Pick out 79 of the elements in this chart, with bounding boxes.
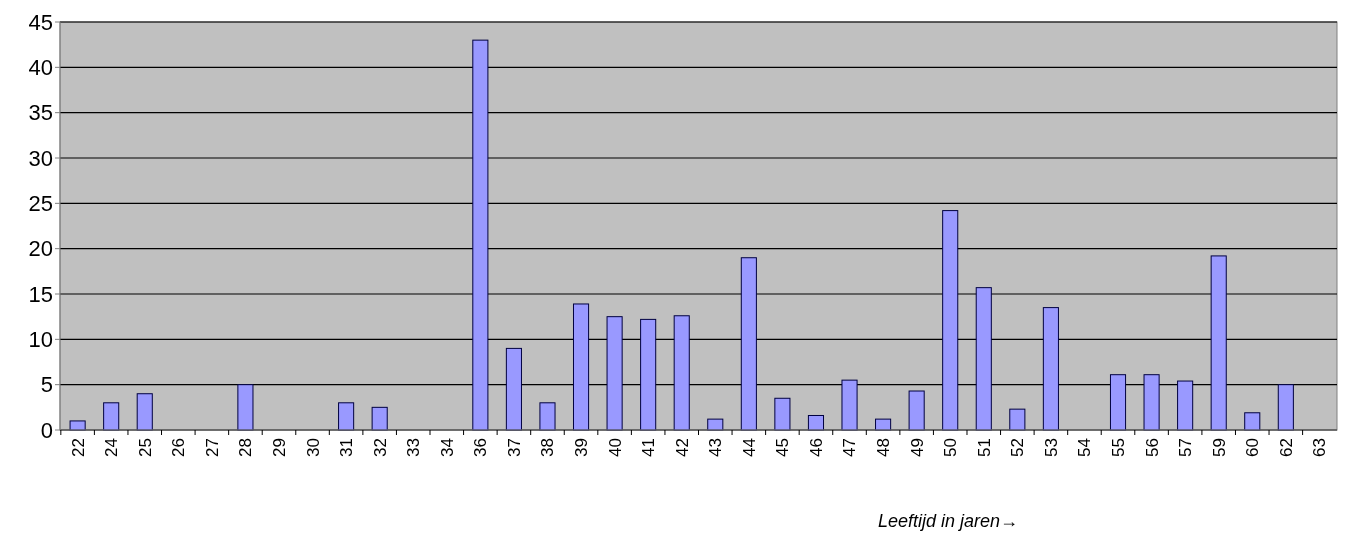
x-tick-label: 32 bbox=[370, 438, 390, 457]
bar bbox=[975, 287, 992, 431]
bar bbox=[338, 402, 355, 431]
x-tick-label: 31 bbox=[337, 438, 357, 457]
bar bbox=[1009, 408, 1026, 431]
x-tick-label: 51 bbox=[974, 438, 994, 457]
x-tick-label: 59 bbox=[1209, 438, 1229, 457]
bar bbox=[774, 397, 791, 431]
x-tick-label: 42 bbox=[672, 438, 692, 457]
x-tick-label: 57 bbox=[1176, 438, 1196, 457]
bar bbox=[237, 384, 254, 431]
x-tick-label: 60 bbox=[1243, 438, 1263, 457]
x-tick-label: 27 bbox=[202, 438, 222, 457]
bar bbox=[1244, 412, 1261, 431]
y-tick-label: 20 bbox=[28, 236, 53, 262]
x-tick-label: 37 bbox=[504, 438, 524, 457]
bar bbox=[1143, 374, 1160, 431]
x-tick-label: 33 bbox=[404, 438, 424, 457]
x-tick-label: 47 bbox=[840, 438, 860, 457]
bar bbox=[740, 257, 757, 431]
y-tick-label: 45 bbox=[28, 9, 53, 35]
y-tick-label: 40 bbox=[28, 55, 53, 81]
x-tick-label: 45 bbox=[773, 438, 793, 457]
bar bbox=[640, 318, 657, 431]
bar bbox=[606, 316, 623, 431]
x-tick-label: 43 bbox=[706, 438, 726, 457]
x-tick-label: 26 bbox=[169, 438, 189, 457]
x-tick-label: 24 bbox=[102, 438, 122, 457]
bar bbox=[371, 406, 388, 431]
y-tick-label: 35 bbox=[28, 100, 53, 126]
x-tick-label: 39 bbox=[571, 438, 591, 457]
y-tick-label: 30 bbox=[28, 145, 53, 171]
bar bbox=[69, 420, 86, 431]
bar bbox=[1042, 307, 1059, 431]
x-tick-label: 34 bbox=[437, 438, 457, 457]
y-tick-label: 10 bbox=[28, 327, 53, 353]
bar bbox=[673, 315, 690, 431]
x-tick-label: 46 bbox=[806, 438, 826, 457]
x-tick-label: 63 bbox=[1310, 438, 1330, 457]
bar bbox=[841, 379, 858, 431]
bar bbox=[1109, 374, 1127, 431]
x-tick-label: 38 bbox=[538, 438, 558, 457]
x-tick-label: 49 bbox=[907, 438, 927, 457]
bar bbox=[807, 414, 825, 431]
bar bbox=[1210, 255, 1227, 431]
bar bbox=[539, 402, 556, 431]
x-tick-label: 55 bbox=[1108, 438, 1128, 457]
bar bbox=[572, 303, 590, 431]
x-tick-label: 56 bbox=[1142, 438, 1162, 457]
x-tick-label: 36 bbox=[471, 438, 491, 457]
x-tick-label: 44 bbox=[739, 438, 759, 457]
x-tick-label: 29 bbox=[269, 438, 289, 457]
y-tick-label: 15 bbox=[28, 281, 53, 307]
x-tick-label: 53 bbox=[1041, 438, 1061, 457]
x-tick-label: 25 bbox=[135, 438, 155, 457]
bar bbox=[942, 210, 959, 431]
x-tick-label: 52 bbox=[1008, 438, 1028, 457]
bar bbox=[136, 393, 153, 431]
bar bbox=[908, 390, 925, 431]
x-tick-label: 50 bbox=[941, 438, 961, 457]
x-tick-label: 30 bbox=[303, 438, 323, 457]
bar bbox=[472, 39, 489, 431]
x-tick-label: 62 bbox=[1276, 438, 1296, 457]
x-tick-label: 22 bbox=[68, 438, 88, 457]
bar bbox=[707, 418, 724, 431]
x-axis-title: Leeftijd in jaren→ bbox=[877, 511, 1019, 531]
y-tick-label: 0 bbox=[40, 417, 53, 443]
bar bbox=[505, 347, 522, 431]
x-tick-label: 28 bbox=[236, 438, 256, 457]
x-tick-label: 54 bbox=[1075, 438, 1095, 457]
x-tick-label: 41 bbox=[639, 438, 659, 457]
bar bbox=[1277, 384, 1294, 431]
bar bbox=[103, 402, 120, 431]
y-tick-label: 5 bbox=[40, 372, 53, 398]
x-tick-label: 48 bbox=[874, 438, 894, 457]
bar bbox=[1177, 380, 1194, 431]
bar bbox=[875, 418, 892, 431]
x-tick-label: 40 bbox=[605, 438, 625, 457]
y-tick-label: 25 bbox=[28, 191, 53, 217]
